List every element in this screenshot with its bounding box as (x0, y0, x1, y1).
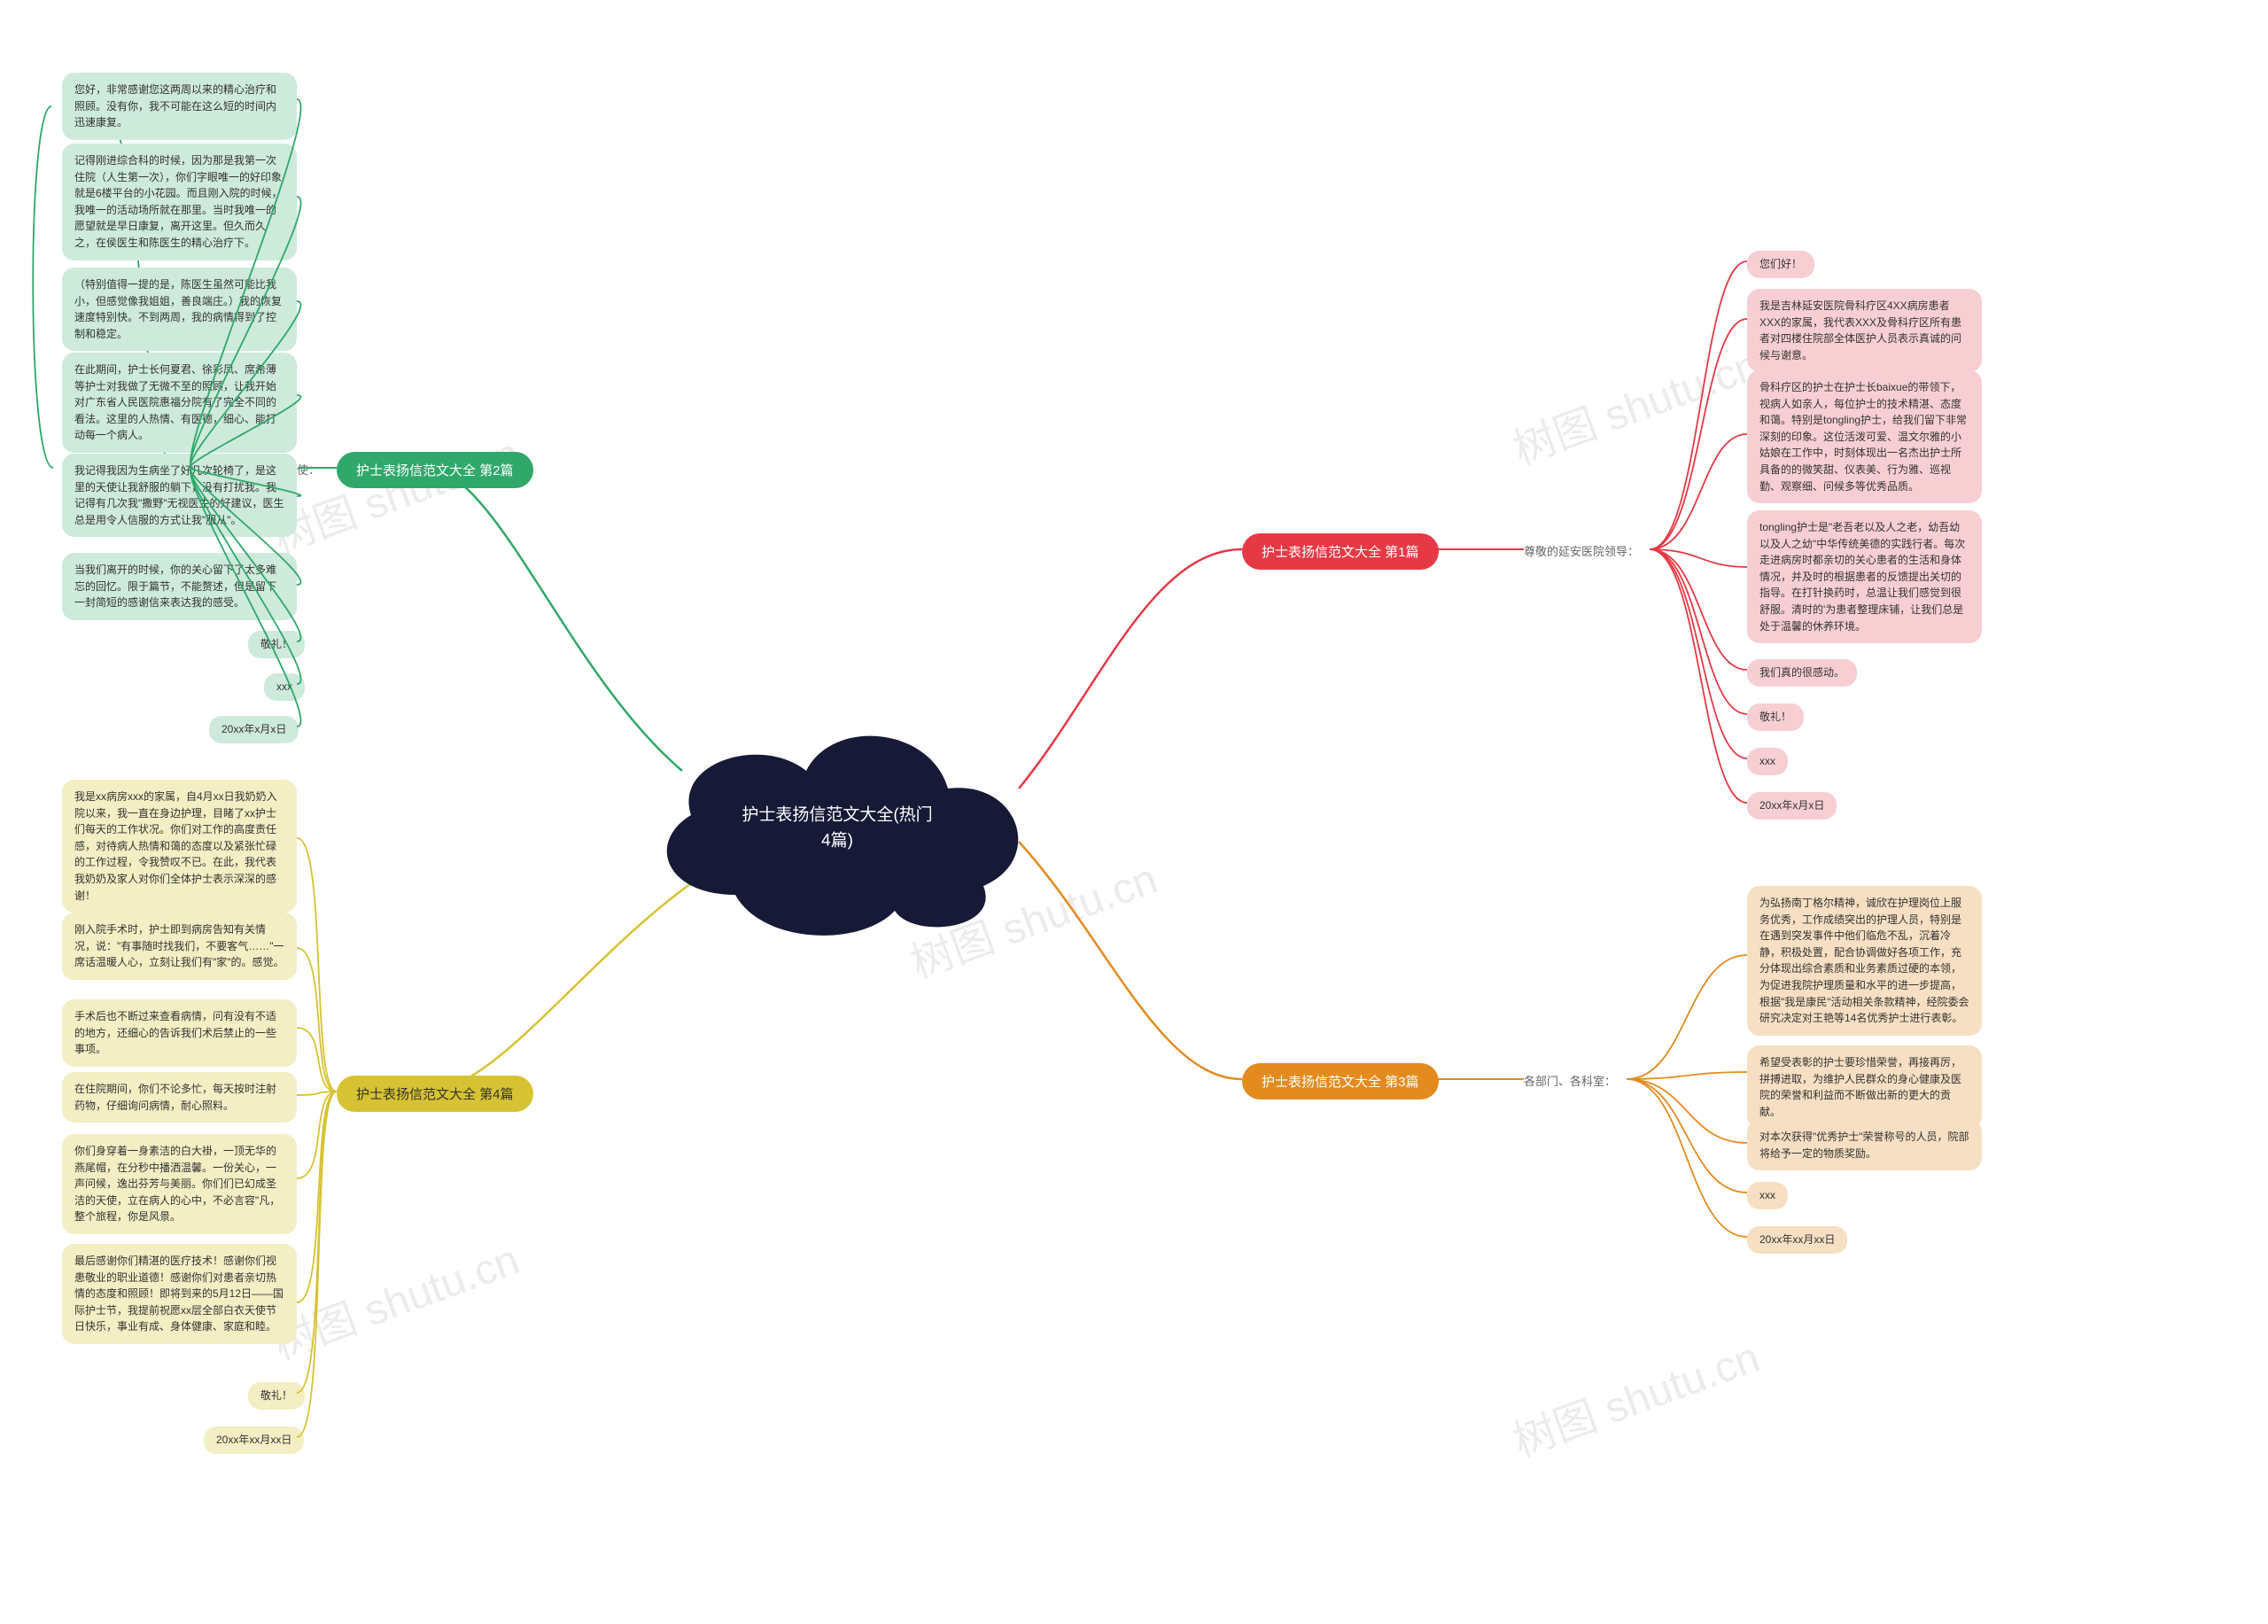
b4-leaf: 你们身穿着一身素洁的白大褂，一顶无华的燕尾帽，在分秒中播洒温馨。一份关心，一声问… (62, 1134, 297, 1234)
branch-1-sub: 尊敬的延安医院领导： (1524, 542, 1639, 559)
b2-leaf: 在此期间，护士长何夏君、徐彩凤、席希薄等护士对我做了无微不至的照顾，让我开始对广… (62, 353, 297, 453)
branch-4[interactable]: 护士表扬信范文大全 第4篇 (337, 1076, 533, 1112)
connectors (0, 0, 2268, 1624)
b4-leaf: 刚入院手术时，护士即到病房告知有关情况，说："有事随时找我们，不要客气……"一席… (62, 913, 297, 980)
center-node: 护士表扬信范文大全(热门4篇) (629, 709, 1045, 939)
b1-leaf: xxx (1747, 748, 1788, 775)
b2-leaf: xxx (264, 673, 305, 701)
watermark: 树图 shutu.cn (263, 418, 526, 564)
b2-leaf: （特别值得一提的是，陈医生虽然可能比我小，但感觉像我姐姐，善良端庄。）我的恢复速… (62, 268, 297, 351)
watermark: 树图 shutu.cn (263, 1224, 526, 1371)
branch-3[interactable]: 护士表扬信范文大全 第3篇 (1242, 1063, 1439, 1100)
b2-leaf: 您好，非常感谢您这两周以来的精心治疗和照顾。没有你，我不可能在这么短的时间内迅速… (62, 73, 297, 140)
b3-leaf: 对本次获得"优秀护士"荣誉称号的人员，院部将给予一定的物质奖励。 (1747, 1120, 1982, 1170)
b1-leaf: 我们真的很感动。 (1747, 659, 1857, 687)
branch-3-sub: 各部门、各科室： (1524, 1072, 1616, 1089)
connectors-b2 (0, 0, 2268, 1624)
b4-leaf: 在住院期间，你们不论多忙，每天按时注射药物，仔细询问病情，耐心照料。 (62, 1072, 297, 1123)
b1-leaf: 20xx年x月x日 (1747, 792, 1837, 820)
b3-leaf: 20xx年xx月xx日 (1747, 1226, 1847, 1254)
conn-b2 (0, 0, 2268, 1624)
b1-leaf: 骨科疗区的护士在护士长baixue的带领下，视病人如亲人，每位护士的技术精湛、态… (1747, 370, 1982, 503)
b4-leaf: 敬礼！ (248, 1382, 305, 1410)
connectors-left (0, 0, 2268, 1624)
b3-leaf: 为弘扬南丁格尔精神，诚欣在护理岗位上服务优秀，工作成绩突出的护理人员，特别是在遇… (1747, 886, 1982, 1036)
b4-leaf: 20xx年xx月xx日 (204, 1426, 304, 1454)
watermark: 树图 shutu.cn (1503, 330, 1767, 476)
b1-leaf: 您们好！ (1747, 251, 1814, 278)
b1-leaf: tongling护士是"老吾老以及人之老，幼吾幼以及人之幼"中华传统美德的实践行… (1747, 510, 1982, 643)
b4-leaf: 最后感谢你们精湛的医疗技术！感谢你们视患敬业的职业道德！感谢你们对患者亲切热情的… (62, 1244, 297, 1344)
left-fans (0, 0, 2268, 1624)
b1-leaf: 我是吉林延安医院骨科疗区4XX病房患者XXX的家属，我代表XXX及骨科疗区所有患… (1747, 289, 1982, 372)
branch-2[interactable]: 护士表扬信范文大全 第2篇 (337, 452, 533, 488)
branch-1[interactable]: 护士表扬信范文大全 第1篇 (1242, 533, 1439, 570)
b4-leaf: 我是xx病房xxx的家属，自4月xx日我奶奶入院以来，我一直在身边护理，目睹了x… (62, 780, 297, 913)
watermark: 树图 shutu.cn (1503, 1322, 1767, 1468)
b2-leaf: 我记得我因为生病坐了好几次轮椅了，是这里的天使让我舒服的躺下，没有打扰我。我记得… (62, 454, 297, 537)
conn-b4 (0, 0, 2268, 1624)
b2-leaf: 20xx年x月x日 (209, 716, 299, 743)
b2-leaf: 敬礼！ (248, 631, 305, 658)
b3-leaf: 希望受表彰的护士要珍惜荣誉，再接再厉，拼搏进取，为维护人民群众的身心健康及医院的… (1747, 1045, 1982, 1129)
center-title: 护士表扬信范文大全(热门4篇) (740, 804, 935, 854)
fan-b2 (0, 0, 2268, 1624)
b2-leaf: 当我们离开的时候，你的关心留下了太多难忘的回忆。限于篇节，不能赘述，但是留下一封… (62, 553, 297, 620)
b4-leaf: 手术后也不断过来查看病情，问有没有不适的地方，还细心的告诉我们术后禁止的一些事项… (62, 999, 297, 1067)
b2-leaf: 记得刚进综合科的时候，因为那是我第一次住院（人生第一次），你们字眼唯一的好印象就… (62, 144, 297, 260)
b3-leaf: xxx (1747, 1182, 1788, 1209)
b1-leaf: 敬礼！ (1747, 703, 1804, 731)
